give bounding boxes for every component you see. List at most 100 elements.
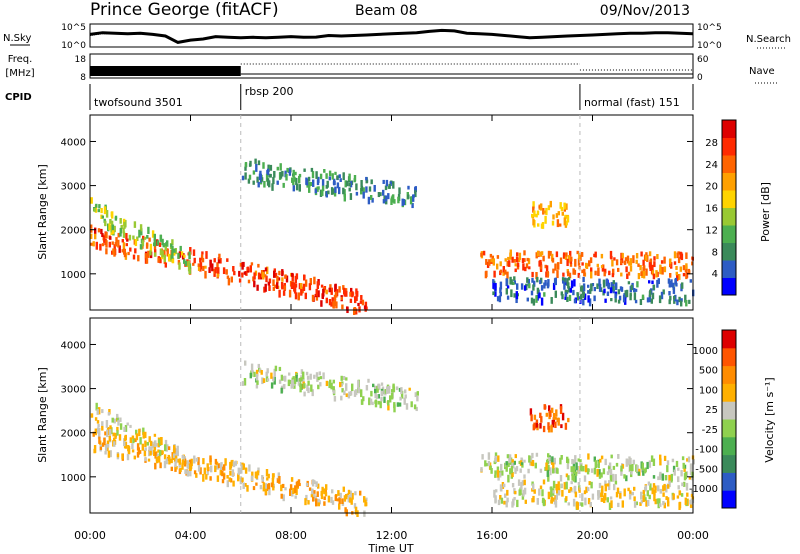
- power-cell: [562, 280, 565, 284]
- velocity-cell: [165, 446, 168, 452]
- velocity-cell: [509, 461, 512, 465]
- velocity-cell: [578, 487, 581, 493]
- power-cell: [95, 203, 98, 208]
- power-cell: [514, 268, 517, 273]
- power-cell: [662, 289, 665, 295]
- velocity-cell: [564, 422, 568, 430]
- power-cell: [278, 289, 281, 298]
- power-cell: [674, 279, 677, 285]
- power-cell: [531, 278, 534, 283]
- power-cell: [268, 180, 271, 188]
- power-cell: [348, 187, 351, 192]
- velocity-cell: [609, 468, 613, 475]
- power-cell: [397, 196, 400, 204]
- power-cell: [343, 193, 346, 202]
- velocity-cell: [530, 461, 533, 466]
- power-cell: [629, 292, 632, 297]
- velocity-cell: [565, 473, 569, 478]
- power-cell: [320, 284, 324, 288]
- power-cell: [283, 285, 287, 291]
- power-cell: [263, 286, 266, 293]
- velocity-cell: [377, 400, 380, 405]
- velocity-cell: [369, 398, 373, 405]
- velocity-cell: [149, 450, 152, 456]
- velocity-cell: [667, 501, 670, 507]
- power-cell: [238, 278, 242, 283]
- power-scale-swatch: [722, 225, 736, 243]
- velocity-cell: [520, 462, 524, 466]
- velocity-cell: [101, 442, 105, 447]
- power-cell: [673, 251, 677, 259]
- power-cell: [265, 173, 269, 182]
- power-cell: [357, 302, 360, 307]
- power-cell: [554, 263, 557, 271]
- velocity-cell: [691, 489, 694, 496]
- power-cell: [335, 301, 338, 309]
- velocity-cell: [266, 477, 269, 481]
- power-cell: [205, 251, 208, 259]
- velocity-cell: [298, 377, 302, 382]
- power-cell: [121, 239, 124, 243]
- power-cell: [682, 273, 686, 277]
- velocity-cell: [377, 394, 380, 399]
- velocity-cell: [300, 369, 304, 375]
- velocity-cell: [656, 498, 659, 504]
- power-cell: [553, 278, 557, 285]
- velocity-cell: [264, 488, 268, 495]
- velocity-cell: [338, 496, 341, 505]
- power-cell: [545, 265, 549, 272]
- power-cell: [581, 262, 584, 266]
- velocity-cell: [319, 376, 323, 380]
- velocity-cell: [567, 475, 570, 481]
- velocity-cell: [600, 472, 603, 478]
- velocity-cell: [315, 498, 318, 507]
- velocity-cell: [345, 377, 348, 381]
- power-cell: [360, 295, 363, 301]
- power-cell: [685, 273, 688, 280]
- velocity-scale-swatch: [722, 365, 736, 384]
- velocity-cell: [680, 493, 684, 497]
- velocity-cell: [295, 375, 298, 382]
- velocity-cell: [144, 447, 147, 451]
- velocity-cell: [195, 457, 199, 462]
- velocity-cell: [374, 400, 377, 404]
- power-cell: [559, 257, 563, 264]
- velocity-cell: [567, 417, 570, 423]
- power-cell: [611, 273, 615, 278]
- power-cell: [257, 160, 261, 166]
- power-cell: [564, 255, 568, 260]
- power-cell: [254, 270, 258, 276]
- power-cell: [310, 167, 314, 172]
- velocity-cell: [99, 446, 103, 450]
- power-cell: [393, 199, 396, 204]
- velocity-cell: [405, 403, 409, 410]
- power-cell: [651, 269, 655, 276]
- velocity-cell: [250, 475, 254, 482]
- velocity-cell: [480, 467, 483, 472]
- power-cell: [577, 272, 580, 278]
- velocity-cell: [262, 378, 266, 383]
- velocity-cell: [341, 388, 344, 393]
- velocity-cell: [293, 378, 297, 384]
- velocity-cell: [403, 397, 406, 405]
- power-cell: [518, 252, 522, 260]
- velocity-cell: [494, 470, 497, 476]
- power-cell: [536, 250, 540, 257]
- velocity-cell: [310, 384, 313, 392]
- power-cell: [276, 166, 279, 171]
- power-cell: [247, 279, 251, 284]
- velocity-cell: [333, 396, 337, 402]
- power-cell: [409, 196, 413, 205]
- power-cell: [331, 297, 334, 303]
- velocity-cell: [642, 489, 645, 495]
- velocity-cell: [620, 468, 623, 476]
- power-cell: [551, 257, 555, 263]
- power-cell: [627, 271, 631, 276]
- power-cell: [658, 295, 662, 304]
- power-cell: [610, 298, 613, 302]
- power-cell: [676, 299, 679, 306]
- power-cell: [326, 180, 329, 188]
- power-cell: [587, 284, 590, 288]
